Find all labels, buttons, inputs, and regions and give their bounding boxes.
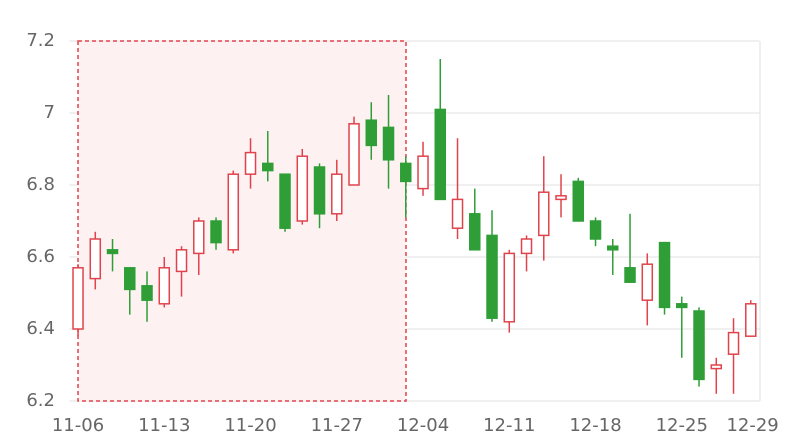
candle-body bbox=[227, 173, 240, 251]
candle-body bbox=[279, 173, 291, 229]
y-tick-label: 6.2 bbox=[26, 390, 55, 411]
candle-body bbox=[106, 249, 119, 255]
candle-body bbox=[572, 180, 585, 222]
x-tick-label: 11-13 bbox=[138, 415, 190, 436]
candle-body bbox=[658, 241, 671, 309]
candle-body bbox=[158, 267, 171, 305]
highlight-area bbox=[77, 40, 407, 402]
candle-body bbox=[589, 220, 602, 240]
candle-body bbox=[365, 119, 378, 147]
candle-body bbox=[417, 155, 429, 190]
candle-body bbox=[451, 198, 464, 229]
candle-body bbox=[434, 108, 447, 201]
candle-body bbox=[693, 310, 705, 381]
candle-body bbox=[676, 303, 688, 309]
candle-body bbox=[348, 123, 360, 186]
candle-body bbox=[538, 191, 550, 237]
candle-body bbox=[382, 126, 395, 161]
candle-body bbox=[262, 162, 274, 172]
candle-body bbox=[72, 267, 84, 330]
candle-body bbox=[175, 249, 188, 273]
candle-body bbox=[520, 238, 533, 255]
candle-body bbox=[486, 234, 498, 319]
y-tick-label: 6.8 bbox=[26, 174, 55, 195]
candle-body bbox=[193, 220, 205, 255]
x-tick-label: 11-27 bbox=[311, 415, 363, 436]
candle-body bbox=[503, 252, 516, 323]
y-tick-label: 6.6 bbox=[26, 246, 55, 267]
y-tick-label: 7 bbox=[44, 102, 55, 123]
candle-body bbox=[469, 213, 481, 251]
candle-body bbox=[313, 166, 326, 215]
candle-body bbox=[555, 195, 567, 201]
candle-body bbox=[124, 267, 136, 291]
candle-body bbox=[727, 331, 740, 355]
candle-body bbox=[641, 263, 654, 301]
y-tick-label: 6.4 bbox=[26, 318, 55, 339]
y-tick-label: 7.2 bbox=[26, 30, 55, 51]
candle-body bbox=[89, 238, 102, 280]
candle-body bbox=[400, 162, 412, 183]
x-tick-label: 11-20 bbox=[224, 415, 276, 436]
x-tick-label: 12-25 bbox=[656, 415, 708, 436]
candle-body bbox=[745, 303, 757, 337]
candle-body bbox=[244, 151, 257, 175]
x-tick-label: 12-11 bbox=[483, 415, 535, 436]
x-tick-label: 12-04 bbox=[397, 415, 449, 436]
x-tick-label: 11-06 bbox=[52, 415, 104, 436]
candle-body bbox=[141, 285, 153, 301]
x-tick-label: 12-18 bbox=[569, 415, 621, 436]
candle-body bbox=[296, 155, 309, 222]
x-tick-label: 12-29 bbox=[726, 415, 778, 436]
candle-body bbox=[331, 173, 343, 215]
candle-body bbox=[210, 220, 222, 244]
candle-body bbox=[624, 267, 636, 283]
candle-body bbox=[710, 364, 723, 370]
candle-body bbox=[607, 245, 619, 251]
